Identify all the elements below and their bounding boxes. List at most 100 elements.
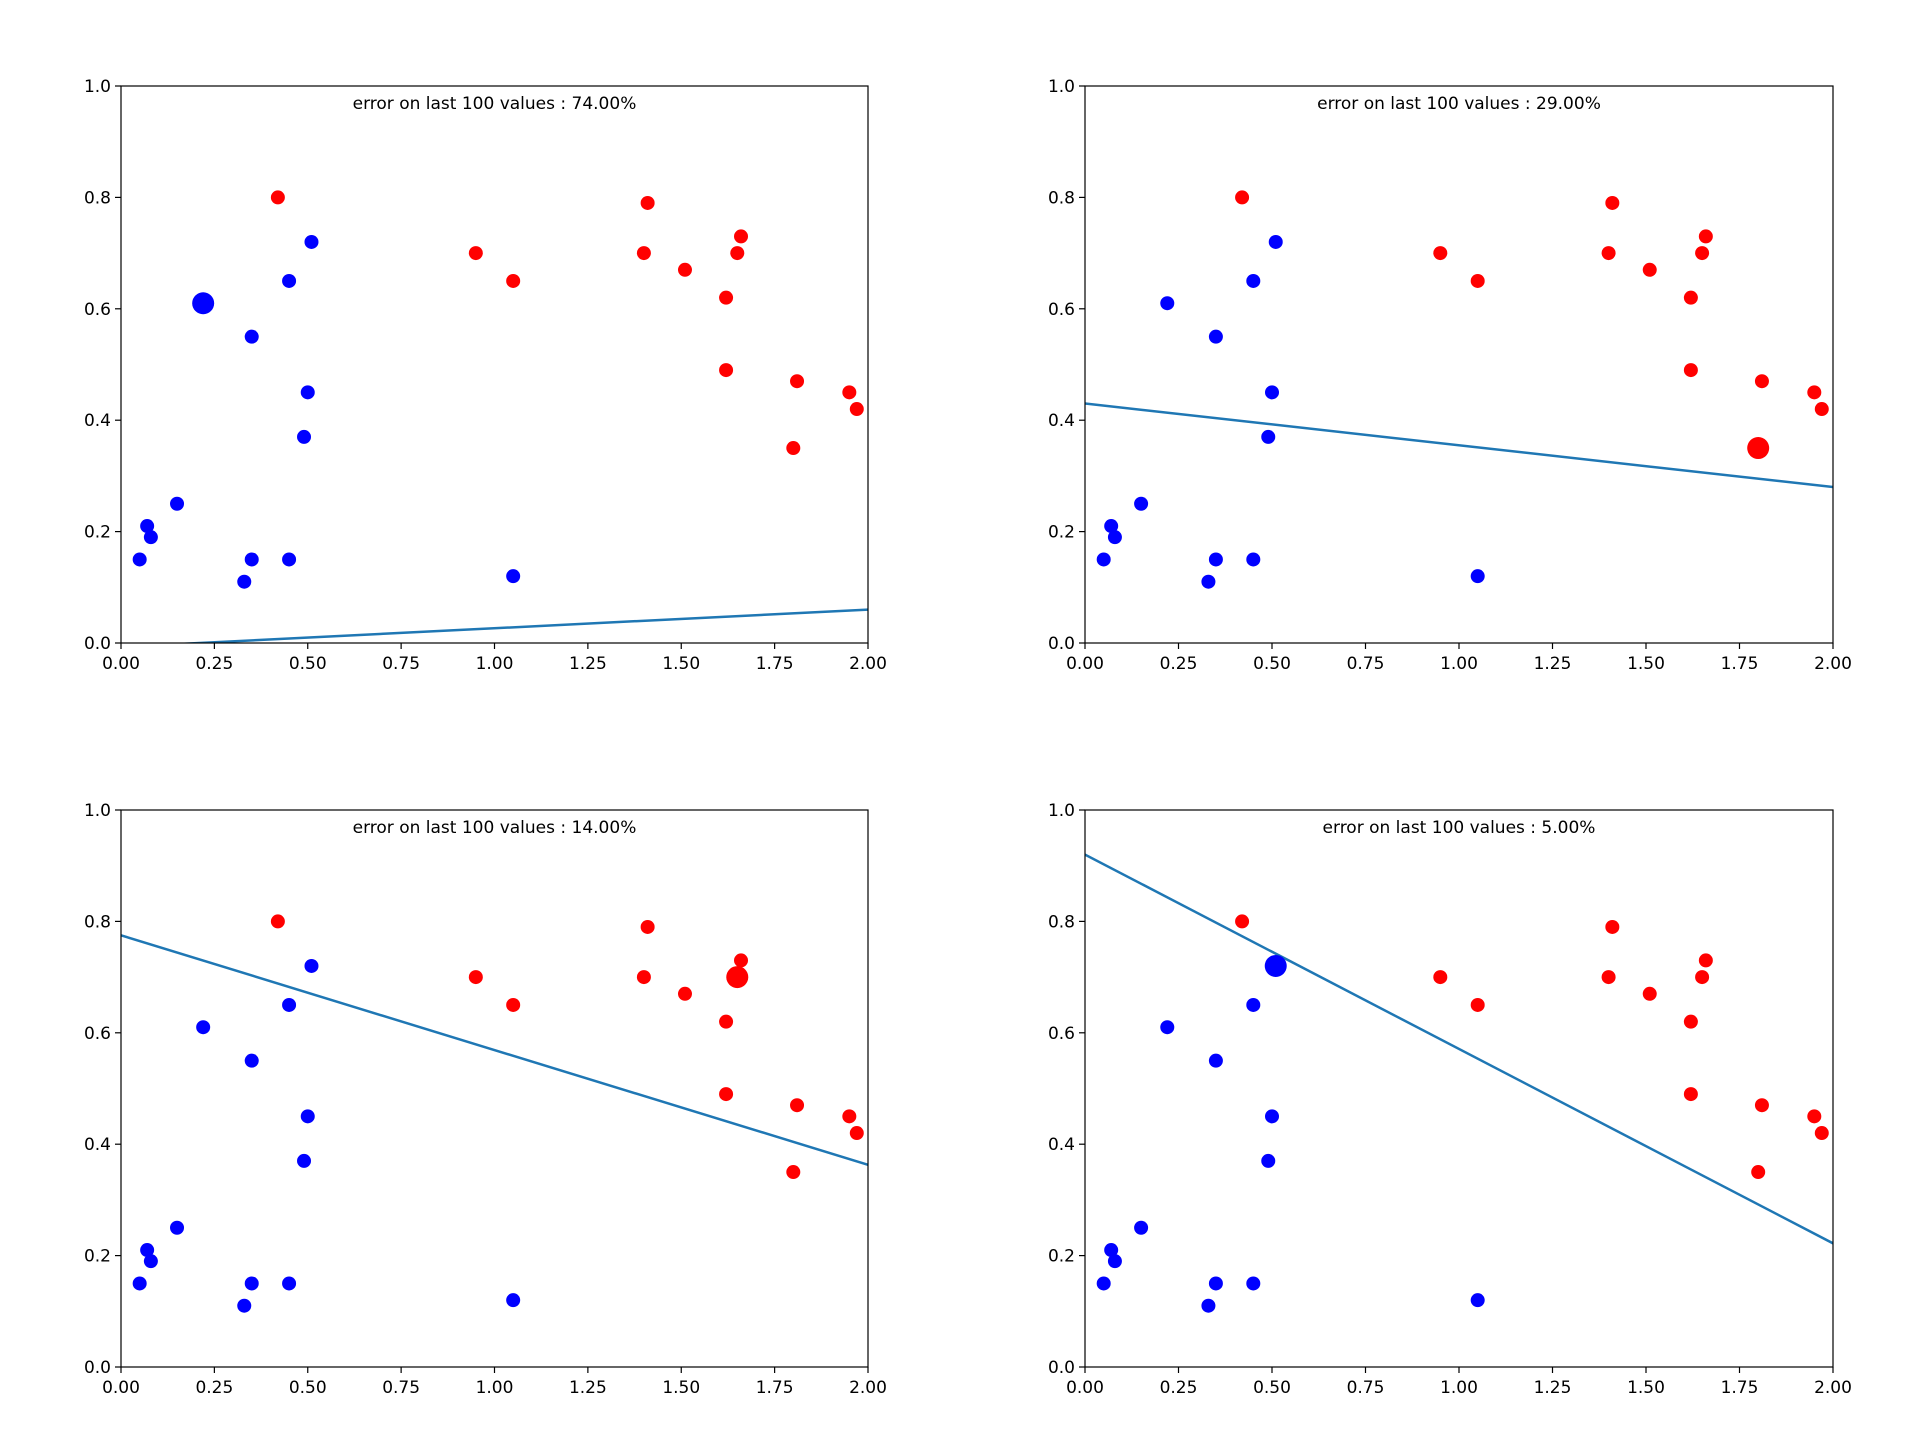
blue-point	[282, 552, 297, 567]
x-tick-label: 2.00	[849, 1378, 887, 1398]
red-point	[734, 953, 749, 968]
red-point	[677, 262, 692, 277]
red-point	[1698, 953, 1713, 968]
x-tick-label: 0.50	[289, 654, 327, 674]
x-tick-label: 0.00	[1066, 1378, 1104, 1398]
red-point	[506, 997, 521, 1012]
blue-point	[1208, 329, 1223, 344]
x-tick-label: 0.50	[289, 1378, 327, 1398]
red-point	[1754, 1098, 1769, 1113]
highlighted-point	[1747, 437, 1770, 460]
red-point	[1695, 970, 1710, 985]
x-tick-label: 1.75	[1721, 1378, 1759, 1398]
blue-point	[1265, 385, 1279, 400]
red-point	[640, 919, 655, 934]
blue-point	[304, 234, 319, 249]
red-point	[790, 1098, 805, 1113]
y-tick-label: 0.4	[1048, 411, 1075, 431]
y-tick-label: 0.0	[1048, 1358, 1075, 1378]
subplot-4: 0.00 0.25 0.50 0.75 1.00 1.25 1.50 1.75 2.00 0.0 0…	[1048, 801, 1852, 1398]
blue-point	[140, 519, 155, 534]
x-tick-label: 1.75	[756, 654, 794, 674]
x-tick-label: 0.50	[1253, 654, 1291, 674]
plot-area	[132, 190, 868, 643]
highlighted-point	[726, 966, 749, 989]
x-tick-label: 2.00	[1814, 654, 1852, 674]
plot-area	[1085, 853, 1833, 1313]
x-tick-label: 0.75	[1347, 654, 1385, 674]
blue-point	[1096, 1276, 1111, 1291]
x-tick-label: 0.00	[102, 1378, 140, 1398]
axes-frame	[120, 85, 869, 644]
red-point	[468, 246, 483, 261]
blue-point	[143, 530, 158, 545]
red-point	[734, 229, 749, 244]
blue-point	[1246, 997, 1261, 1012]
y-tick-label: 0.2	[84, 1247, 111, 1267]
red-point	[1433, 970, 1448, 985]
y-tick-label: 0.6	[84, 300, 111, 320]
x-tick-label: 0.25	[195, 1378, 233, 1398]
x-tick-label: 1.50	[662, 654, 700, 674]
red-point	[640, 195, 655, 210]
red-point	[1642, 262, 1657, 277]
red-point	[1470, 273, 1485, 288]
blue-point	[300, 385, 315, 400]
plot-area	[1085, 190, 1833, 589]
red-point	[719, 363, 734, 378]
y-tick-label: 0.0	[84, 634, 111, 654]
y-tick-label: 1.0	[1048, 77, 1075, 97]
y-tick-label: 0.2	[84, 523, 111, 543]
decision-boundary-line	[121, 934, 868, 1167]
y-tick-label: 0.4	[84, 411, 111, 431]
y-tick-label: 0.6	[1048, 300, 1075, 320]
subplot-2: 0.00 0.25 0.50 0.75 1.00 1.25 1.50 1.75 2.00 0.0 0…	[1048, 77, 1852, 674]
red-point	[786, 441, 801, 456]
blue-point	[244, 329, 259, 344]
blue-point	[282, 273, 297, 288]
y-tick-label: 0.8	[1048, 912, 1075, 932]
blue-point	[237, 574, 252, 589]
blue-point	[1104, 1243, 1119, 1258]
blue-point	[1246, 552, 1261, 567]
x-tick-label: 1.25	[1534, 1378, 1572, 1398]
subplot-title: error on last 100 values : 74.00%	[353, 94, 637, 114]
blue-point	[196, 1020, 211, 1035]
red-point	[1807, 1109, 1822, 1124]
red-point	[790, 374, 805, 389]
blue-point	[1160, 296, 1175, 311]
red-point	[270, 914, 285, 929]
x-tick-label: 0.25	[195, 654, 233, 674]
blue-point	[143, 1254, 158, 1269]
x-tick-label: 1.75	[756, 1378, 794, 1398]
blue-point	[140, 1243, 155, 1258]
red-point	[1605, 195, 1620, 210]
blue-point	[300, 1109, 315, 1124]
red-point	[1601, 970, 1616, 985]
blue-point	[1246, 1276, 1261, 1291]
axes-frame	[1084, 809, 1834, 1368]
blue-point	[1265, 1109, 1279, 1124]
blue-point	[1107, 1254, 1122, 1269]
red-point	[1814, 402, 1829, 417]
x-tick-label: 1.75	[1721, 654, 1759, 674]
highlighted-point	[1264, 954, 1287, 977]
red-point	[636, 246, 651, 261]
x-tick-label: 1.00	[1440, 1378, 1478, 1398]
x-tick-label: 1.25	[569, 654, 607, 674]
red-point	[1754, 374, 1769, 389]
blue-point	[1160, 1020, 1175, 1035]
red-point	[719, 290, 734, 305]
red-point	[842, 385, 857, 400]
y-tick-label: 1.0	[84, 801, 111, 821]
y-tick-label: 1.0	[84, 77, 111, 97]
blue-point	[244, 1053, 259, 1068]
y-tick-label: 0.6	[1048, 1024, 1075, 1044]
blue-point	[1261, 429, 1276, 444]
blue-point	[244, 552, 259, 567]
blue-point	[1470, 569, 1485, 584]
blue-point	[1246, 273, 1261, 288]
y-tick-label: 0.0	[1048, 634, 1075, 654]
y-tick-label: 0.8	[84, 912, 111, 932]
blue-point	[506, 569, 521, 584]
